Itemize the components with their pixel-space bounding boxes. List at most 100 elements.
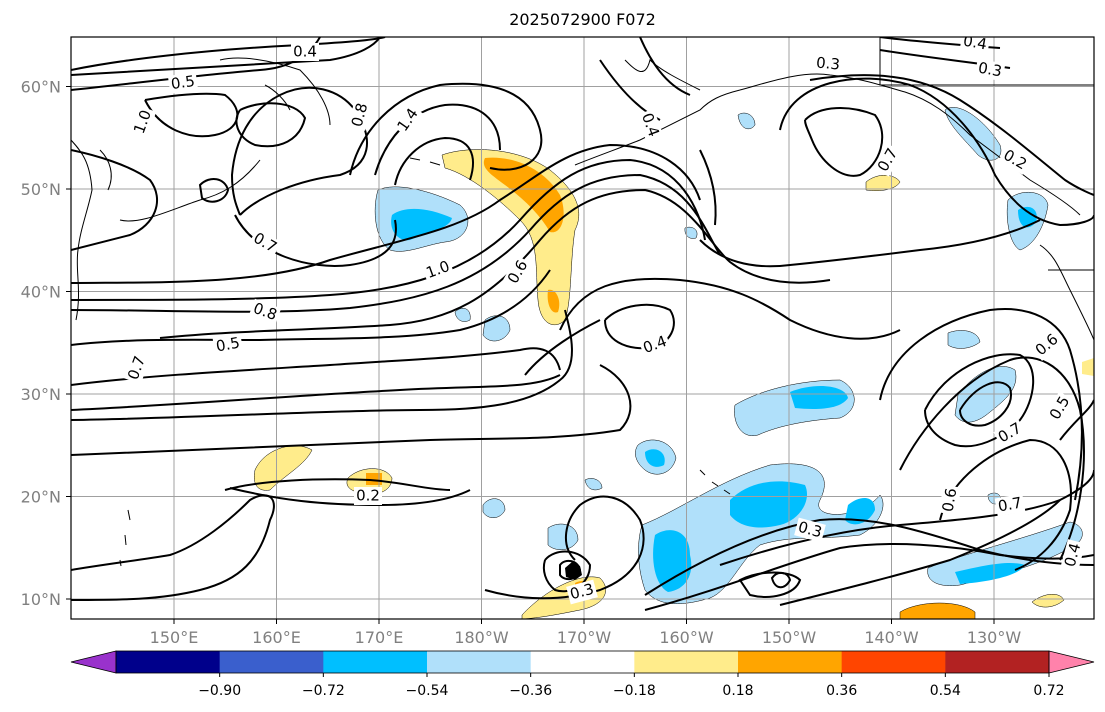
lat-tick-label: 30°N [21, 385, 61, 404]
contour-label-bg [392, 103, 424, 137]
lon-tick-label: 160°E [252, 628, 301, 647]
positive-anomaly-core [366, 473, 382, 485]
contour-label-bg [1045, 391, 1075, 425]
colorbar-extend-high [1048, 650, 1095, 674]
lat-tick-label: 40°N [21, 283, 61, 302]
contour-label: 0.2 [356, 487, 380, 505]
colorbar-tick-label: 0.36 [826, 683, 857, 699]
contour-label-bg [129, 105, 157, 139]
contour-label-bg [421, 256, 455, 284]
contour-label-bg [994, 493, 1026, 517]
colorbar-segment [841, 651, 946, 673]
colorbar-segment [427, 651, 532, 673]
negative-anomaly-core [645, 449, 665, 467]
contour-label: 0.3 [796, 518, 824, 542]
negative-anomaly-area [482, 498, 506, 518]
contour-label: 0.4 [293, 43, 317, 61]
colorbar-tick-label: −0.90 [198, 683, 241, 699]
lat-tick-label: 50°N [21, 180, 61, 199]
colorbar-tick-label: 0.18 [722, 683, 753, 699]
positive-anomaly-area [1082, 358, 1094, 376]
negative-anomaly-area [454, 308, 471, 322]
colorbar-segment [530, 651, 635, 673]
contour-label-bg [638, 331, 672, 359]
anomaly-shading [254, 107, 1094, 619]
lat-tick-label: 20°N [21, 488, 61, 507]
lon-tick-label: 150°E [150, 628, 199, 647]
contour-label-bg [1060, 539, 1086, 571]
lon-tick-label: 160°W [659, 628, 714, 647]
positive-anomaly-area [254, 445, 313, 491]
negative-anomaly-area [737, 112, 756, 130]
colorbar-segment [945, 651, 1050, 673]
lon-tick-label: 130°W [967, 628, 1022, 647]
contour-label: 0.3 [568, 580, 596, 604]
contour-label-bg [998, 145, 1032, 175]
contour-label: 0.4 [1061, 541, 1085, 569]
negative-anomaly-core [845, 498, 875, 525]
contour-label-bg [291, 43, 319, 61]
negative-anomaly-core [730, 481, 808, 528]
colorbar-tick-label: −0.36 [509, 683, 552, 699]
colorbar-segment [738, 651, 843, 673]
negative-anomaly-area [684, 226, 698, 239]
lon-tick-label: 170°E [355, 628, 404, 647]
contour-label-bg [794, 517, 826, 543]
negative-anomaly-core [391, 208, 452, 241]
cyclone-marker [565, 562, 582, 580]
colorbar-tick-label: 0.72 [1033, 683, 1064, 699]
positive-anomaly-area [899, 602, 976, 619]
contour-label-bg [248, 228, 282, 258]
negative-anomaly-area [482, 315, 511, 342]
contour-label: 0.5 [215, 334, 242, 356]
colorbar: −0.90 −0.72 −0.54 −0.36 −0.18 0.18 0.36 0.54 0.7… [70, 650, 1095, 699]
contour-label-bg [503, 255, 533, 289]
negative-anomaly-core [1018, 206, 1037, 228]
positive-anomaly-area [1031, 594, 1065, 608]
colorbar-segment [323, 651, 428, 673]
lat-tick-label: 10°N [21, 590, 61, 609]
colorbar-frame [115, 650, 1050, 674]
negative-anomaly-area [638, 463, 884, 604]
colorbar-tick-label: −0.18 [613, 683, 656, 699]
latitude-axis: 60°N 50°N 40°N 30°N 20°N 10°N [21, 78, 71, 609]
negative-anomaly-area [947, 330, 981, 349]
contour-label-bg [566, 579, 598, 605]
colorbar-segment [634, 651, 739, 673]
contour-label-bg [636, 108, 664, 142]
colorbar-tick-label: 0.54 [930, 683, 961, 699]
contour-label-bg [993, 418, 1027, 448]
contour-label: 0.4 [962, 32, 989, 54]
longitude-axis: 150°E 160°E 170°E 180°W 170°W 160°W 150°W 140°W… [150, 619, 1022, 647]
lon-tick-label: 180°W [454, 628, 509, 647]
colorbar-extend-low [70, 650, 117, 674]
lon-tick-label: 140°W [864, 628, 919, 647]
contour-label: 0.5 [170, 72, 196, 93]
negative-anomaly-core [790, 386, 848, 409]
map-frame [70, 36, 1095, 620]
colorbar-segment [219, 651, 324, 673]
lat-tick-label: 60°N [21, 78, 61, 97]
contour-label-bg [212, 333, 244, 357]
contour-label-bg [974, 58, 1006, 82]
contour-label-bg [873, 143, 903, 177]
positive-anomaly-core [547, 289, 560, 313]
plot-title: 2025072900 F072 [509, 10, 656, 29]
contour-label-bg [248, 298, 282, 326]
contour-label: 0.8 [348, 101, 372, 129]
lon-tick-label: 170°W [557, 628, 612, 647]
contour-label-bg [123, 351, 151, 385]
colorbar-segment [116, 651, 221, 673]
colorbar-tick-label: −0.72 [302, 683, 345, 699]
positive-anomaly-core [483, 157, 564, 233]
contour-label: 0.3 [977, 59, 1004, 81]
contour-label: 0.3 [815, 53, 840, 73]
colorbar-tick-label: −0.54 [406, 683, 449, 699]
negative-anomaly-core [955, 562, 1025, 584]
lon-tick-label: 150°W [762, 628, 817, 647]
contour-label: 0.6 [939, 487, 961, 514]
contour-label: 0.7 [997, 494, 1024, 516]
negative-anomaly-area [547, 523, 579, 550]
contour-label-bg [167, 72, 199, 94]
contour-label-bg [347, 99, 373, 131]
